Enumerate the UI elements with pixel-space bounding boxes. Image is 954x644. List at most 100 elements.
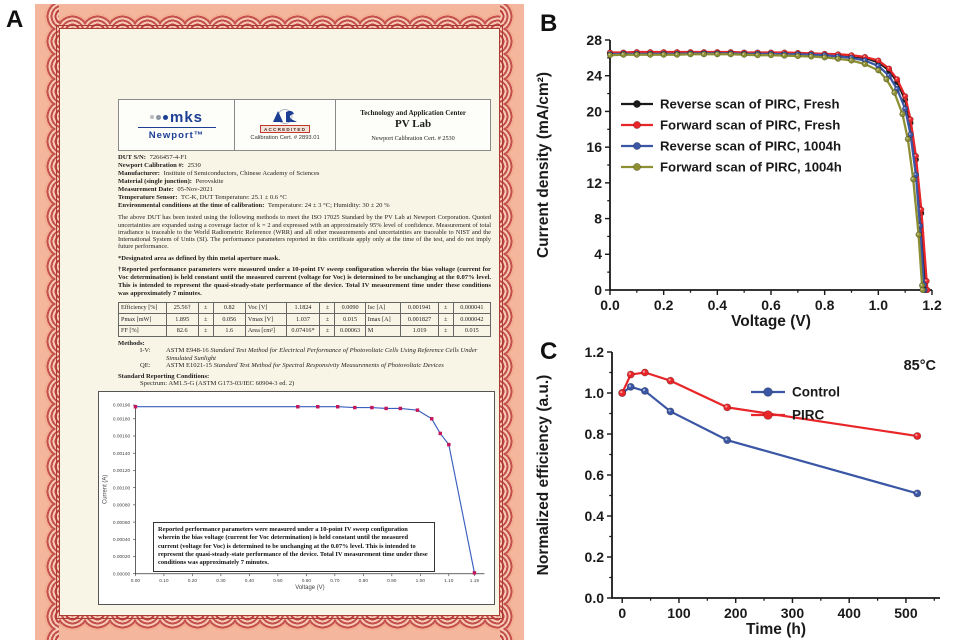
perf-table-cell: 0.82	[212, 301, 246, 315]
perf-table-cell: ±	[437, 324, 454, 338]
perf-table-cell: ±	[437, 313, 454, 326]
perf-table-cell: 0.015	[452, 324, 492, 338]
certificate-inner-area: mks Newport™ ACCREDITED Calibration Cert…	[56, 25, 503, 619]
y-tick-label: 0.00140	[113, 451, 131, 457]
series-marker-highlight	[742, 53, 745, 55]
y-axis-title: Current (A)	[103, 474, 109, 503]
cert-info-line: Measurement Date: 05-Nov-2021	[118, 186, 213, 194]
series-marker-highlight	[796, 54, 799, 57]
perf-table-cell: 0.0090	[334, 301, 366, 315]
y-tick-label: 0.2	[585, 549, 605, 565]
y-tick-label: 0.00180	[113, 416, 131, 422]
perf-table-cell: 0.000041	[452, 301, 492, 315]
device-info-lines: DUT S/N: 7266457-4-F1 Newport Calibration…	[118, 154, 491, 210]
series-marker	[472, 570, 477, 575]
legend-label: Control	[792, 385, 840, 400]
certificate-border-ornament-bottom	[35, 616, 524, 640]
panel-b-label: B	[540, 10, 558, 37]
x-tick-label: 1.00	[416, 578, 426, 584]
perf-table-cell: Area [cm²]	[244, 324, 287, 338]
y-axis-title: Current density (mA/cm²)	[535, 72, 552, 258]
x-tick-label: 0.4	[708, 297, 728, 313]
y-tick-label: 0.00160	[113, 433, 131, 439]
series-marker-highlight	[895, 77, 898, 80]
series-marker-highlight	[903, 107, 906, 109]
certificate-content: mks Newport™ ACCREDITED Calibration Cert…	[98, 99, 495, 611]
series-marker-highlight	[895, 87, 898, 90]
perf-table-cell: Voc [V]	[244, 301, 287, 315]
x-tick-label: 1.2	[922, 297, 942, 313]
series-marker-highlight	[884, 77, 887, 80]
x-tick-label: 200	[724, 605, 748, 621]
series-marker	[429, 416, 434, 421]
perf-table-cell: ±	[197, 313, 214, 326]
series-marker-highlight	[668, 409, 671, 412]
series-marker	[848, 57, 855, 64]
perf-table-cell: 0.015	[334, 313, 366, 326]
series-marker	[808, 53, 815, 60]
y-tick-label: 0	[594, 282, 602, 298]
series-marker	[723, 436, 732, 445]
legend-label: Reverse scan of PIRC, 1004h	[660, 139, 841, 154]
mks-logo-dot-icon	[149, 115, 154, 119]
series-marker	[767, 52, 775, 59]
perf-table-row: FF [%] 82.6 ±1.6 Area [cm²] 0.07416* ±0.00063…	[118, 324, 492, 338]
perf-table-cell: 1.019	[400, 324, 439, 338]
perf-table-cell: ±	[319, 324, 336, 338]
mks-logo-dot-icon	[155, 114, 161, 120]
series-marker-highlight	[725, 438, 728, 441]
perf-table-cell: 1.6	[212, 324, 246, 338]
standard-reporting-label: Standard Reporting Conditions:	[118, 372, 210, 380]
legend-marker	[633, 121, 641, 129]
series-marker-highlight	[688, 52, 691, 55]
legend-label: Forward scan of PIRC, Fresh	[660, 118, 840, 133]
series-marker-highlight	[900, 112, 903, 115]
x-tick-label: 100	[667, 605, 691, 621]
perf-table-cell: Vmax [V]	[244, 313, 287, 326]
temperature-annotation: 85°C	[904, 358, 937, 374]
series-marker-highlight	[849, 56, 852, 59]
series-marker-highlight	[635, 53, 638, 55]
series-marker-highlight	[675, 53, 678, 55]
series-marker	[885, 65, 893, 72]
cert-iv-chart: 0.00 0.10 0.20 0.30 0.40 0.50 0.60 0.70 0.80 0.90…	[103, 402, 485, 591]
perf-table-cell: 25.56†	[165, 301, 199, 315]
cert-info-line: Environmental conditions at the time of …	[118, 202, 390, 210]
y-tick-label: 0.00196	[113, 402, 131, 408]
accredited-badge: ACCREDITED	[260, 125, 311, 134]
series-marker-highlight	[908, 133, 911, 135]
series-marker	[883, 76, 890, 83]
x-tick-label: 0.20	[188, 578, 198, 584]
axis-lines	[611, 352, 940, 599]
cert-iv-chart-box: 0.00 0.10 0.20 0.30 0.40 0.50 0.60 0.70 0.80 0.90…	[98, 390, 495, 605]
y-tick-label: 0.0	[585, 590, 605, 606]
series-marker-highlight	[809, 54, 812, 57]
y-tick-label: 28	[586, 32, 602, 48]
series-marker-highlight	[915, 433, 918, 437]
series-marker	[754, 52, 761, 59]
y-tick-label: 12	[586, 175, 602, 191]
x-axis-title: Voltage (V)	[295, 585, 324, 591]
x-tick-label: 0.50	[273, 578, 283, 584]
y-tick-label: 1.0	[585, 385, 605, 401]
series-marker	[626, 370, 635, 379]
y-tick-label: 0.00100	[113, 485, 131, 491]
series-marker	[902, 105, 909, 112]
series-marker-highlight	[915, 491, 918, 494]
y-tick-label: 0.00060	[113, 519, 131, 525]
series-marker	[398, 406, 403, 410]
x-tick-label: 0.60	[302, 578, 312, 584]
series-line	[621, 371, 918, 438]
series-marker-highlight	[849, 53, 852, 56]
y-tick-label: 1.2	[585, 344, 605, 360]
series-marker	[913, 432, 922, 440]
series-marker	[834, 55, 842, 62]
perf-table-cell: ±	[197, 324, 214, 338]
perf-table-cell: Isc [A]	[364, 301, 402, 315]
series-marker-highlight	[911, 177, 914, 180]
legend-label: Reverse scan of PIRC, Fresh	[660, 97, 840, 112]
series-marker	[891, 89, 898, 96]
series-marker-highlight	[621, 53, 624, 55]
series-marker	[741, 51, 748, 58]
